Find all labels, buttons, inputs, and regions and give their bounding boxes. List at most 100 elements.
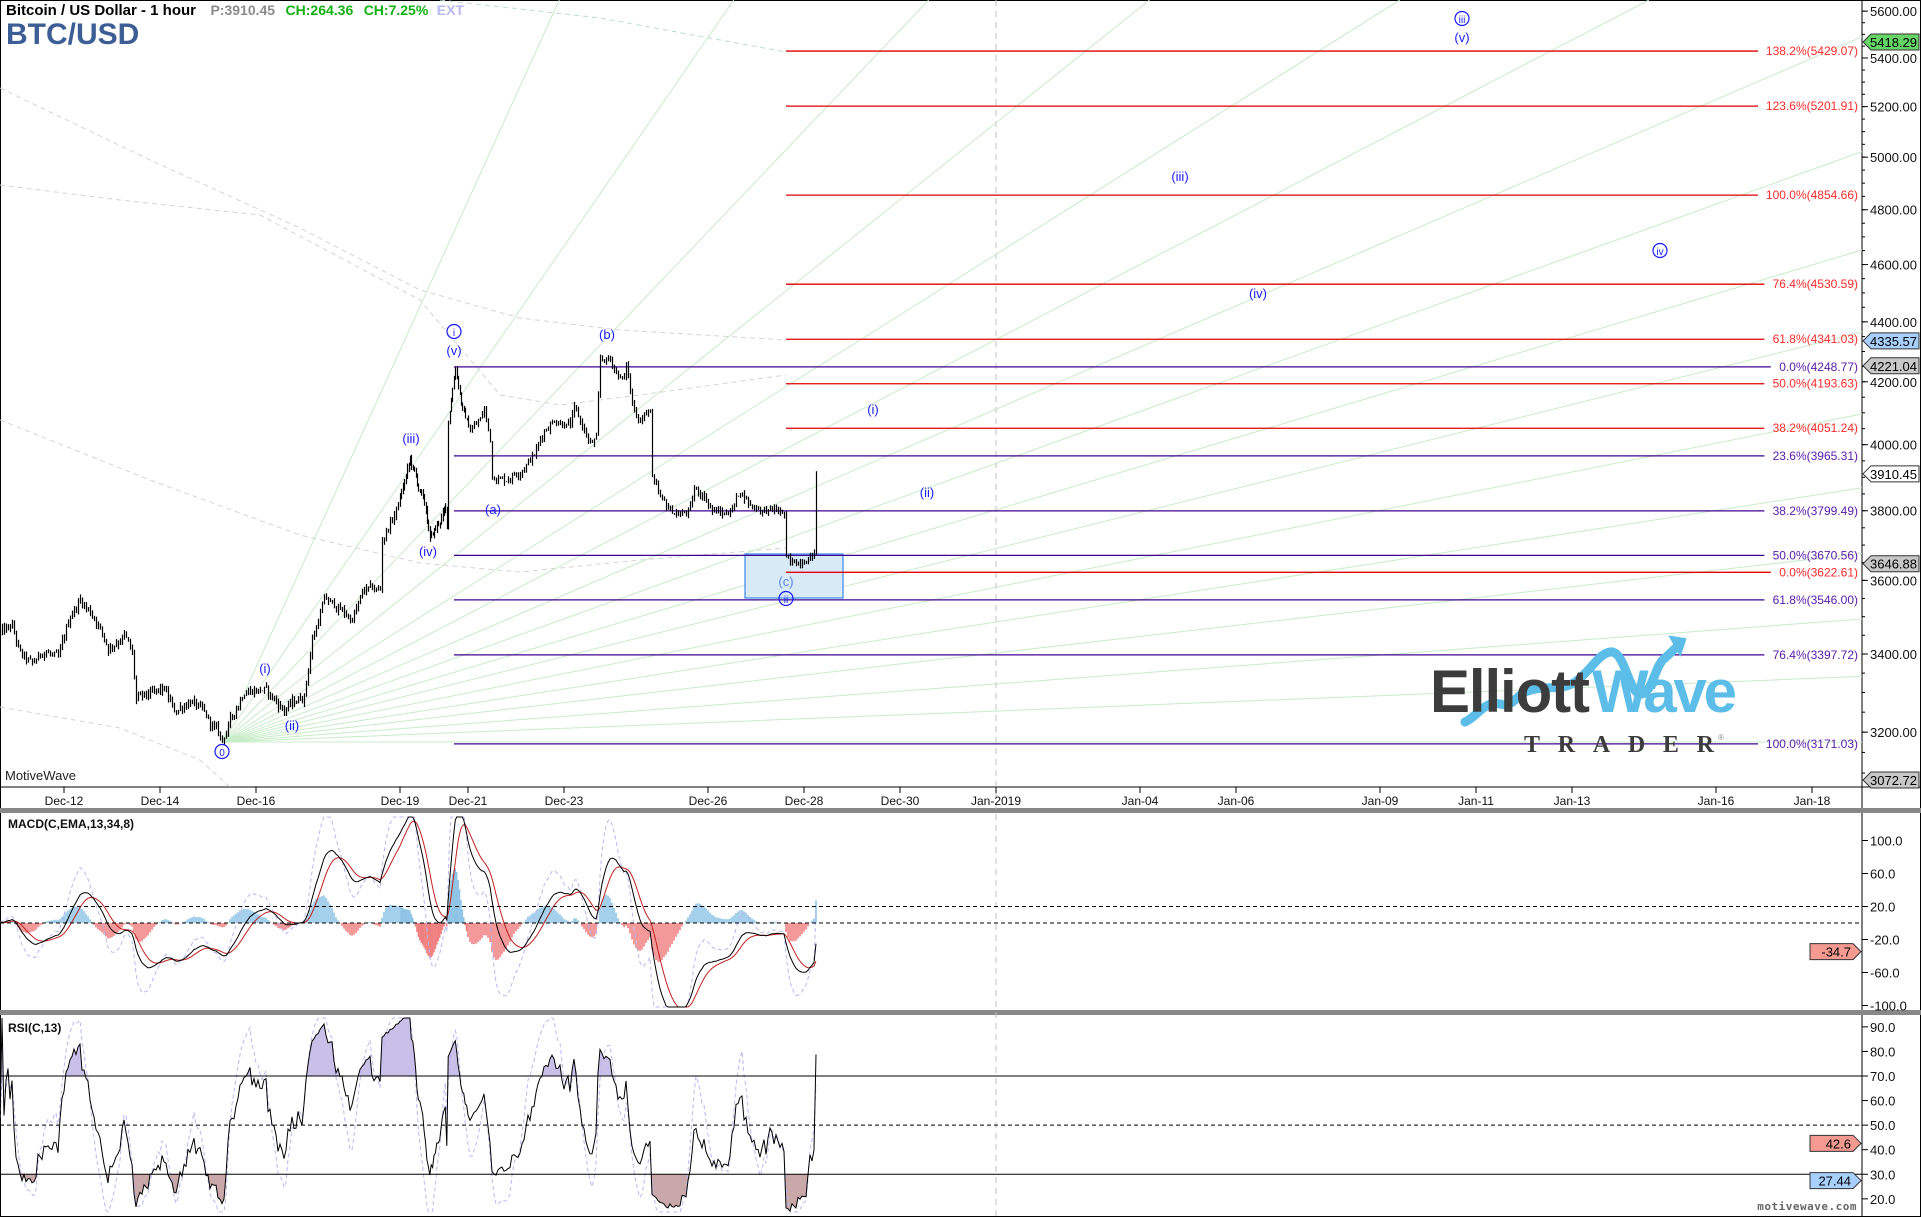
macd-histogram-bar — [675, 923, 677, 937]
macd-histogram-bar — [241, 909, 243, 923]
macd-histogram-bar — [685, 920, 687, 923]
macd-histogram-bar — [515, 923, 517, 932]
macd-axis-label: -60.0 — [1870, 966, 1900, 981]
macd-histogram-bar — [107, 923, 109, 939]
wave-label[interactable]: iii — [1459, 15, 1466, 26]
macd-histogram-bar — [753, 919, 755, 923]
macd-histogram-bar — [410, 913, 413, 923]
macd-histogram-bar — [69, 908, 71, 923]
fan-line-2 — [221, 0, 930, 743]
macd-histogram-bar — [533, 912, 535, 923]
wave-label[interactable]: ii — [784, 595, 788, 606]
wave-label[interactable]: (i) — [867, 402, 879, 417]
macd-histogram-bar — [689, 914, 691, 923]
wave-label[interactable]: iv — [1656, 247, 1663, 258]
wave-label[interactable]: (iii) — [1171, 169, 1188, 184]
macd-histogram-bar — [801, 923, 803, 935]
macd-histogram-bar — [555, 910, 557, 923]
symbol-label: BTC/USD — [6, 18, 140, 51]
macd-histogram-bar — [619, 921, 621, 923]
chart-header: Bitcoin / US Dollar - 1 hour P:3910.45 C… — [6, 2, 464, 19]
macd-histogram-bar — [527, 916, 529, 923]
macd-histogram-bar — [195, 916, 197, 923]
macd-histogram-bar — [247, 909, 249, 923]
wave-label[interactable]: (i) — [259, 661, 271, 676]
macd-histogram-bar — [404, 909, 407, 923]
fan-line-14 — [221, 675, 1863, 743]
macd-histogram-bar — [387, 906, 389, 923]
wave-label[interactable]: (c) — [778, 574, 793, 589]
panel-divider-macd[interactable] — [0, 808, 1921, 813]
macd-histogram-bar — [565, 920, 567, 923]
wave-label[interactable]: (v) — [1454, 30, 1469, 45]
wave-label[interactable]: (iv) — [1249, 286, 1267, 301]
wave-label[interactable]: (ii) — [285, 718, 299, 733]
macd-histogram-bar — [275, 923, 277, 927]
macd-histogram-bar — [47, 921, 49, 923]
price-tag: 3910.45 — [1870, 467, 1917, 482]
rsi-overbought-fill — [0, 1018, 816, 1076]
macd-histogram-bar — [561, 916, 563, 923]
wave-label[interactable]: (ii) — [920, 485, 934, 500]
logo-arrow-icon — [1668, 635, 1687, 657]
macd-histogram-bar — [803, 923, 805, 932]
fan-line-7 — [221, 151, 1863, 743]
wave-label[interactable]: (iii) — [402, 431, 419, 446]
macd-histogram-bar — [537, 909, 539, 923]
macd-histogram-bar — [701, 905, 703, 923]
macd-histogram-bar — [169, 921, 171, 923]
macd-histogram-bar — [709, 912, 711, 923]
time-axis-label: Jan-06 — [1218, 794, 1255, 808]
macd-histogram-bar — [715, 917, 717, 923]
macd-histogram-bar — [193, 916, 195, 923]
macd-histogram-bar — [601, 899, 603, 923]
macd-histogram-bar — [553, 908, 555, 923]
macd-histogram-bar — [183, 921, 185, 923]
macd-histogram-bar — [11, 920, 13, 923]
macd-histogram-bar — [659, 923, 661, 962]
fib-level-label: 61.8%(3546.00) — [1773, 593, 1858, 607]
macd-histogram-bar — [400, 907, 403, 923]
wave-label[interactable]: (v) — [446, 343, 461, 358]
wave-label[interactable]: 0 — [219, 748, 225, 759]
wave-label[interactable]: i — [453, 328, 455, 339]
wave-label[interactable]: (iv) — [419, 544, 437, 559]
time-axis-label: Dec-21 — [449, 794, 488, 808]
panel-divider-rsi[interactable] — [0, 1010, 1921, 1015]
rsi-oversold-fill — [0, 1174, 816, 1212]
logo-registered-mark: ® — [1718, 733, 1724, 742]
macd-histogram-bar — [391, 904, 393, 923]
fan-line-13 — [221, 618, 1863, 743]
macd-histogram-bar — [399, 906, 401, 923]
macd-histogram-bar — [769, 921, 771, 923]
macd-histogram-bar — [49, 920, 51, 923]
macd-histogram-bar — [743, 911, 745, 923]
macd-histogram-bar — [585, 923, 587, 933]
macd-histogram-bar — [243, 908, 245, 923]
macd-histogram-bar — [777, 921, 779, 923]
macd-histogram-bar — [637, 923, 639, 951]
price-tag: 4221.04 — [1870, 359, 1917, 374]
macd-histogram-bar — [499, 923, 501, 958]
macd-histogram-bar — [731, 916, 733, 923]
macd-histogram-bar — [189, 918, 191, 923]
macd-histogram-bar — [725, 919, 727, 923]
macd-histogram-bar — [563, 919, 565, 923]
macd-histogram-bar — [119, 923, 121, 931]
envelope-curve-top — [439, 0, 787, 53]
macd-histogram-bar — [239, 910, 241, 923]
fib-level-label: 100.0%(4854.66) — [1766, 188, 1858, 202]
macd-histogram-bar — [233, 915, 235, 923]
macd-histogram-bar — [83, 911, 85, 923]
macd-histogram-bar — [571, 920, 573, 923]
macd-histogram-bar — [811, 920, 813, 923]
ext-indicator[interactable]: EXT — [436, 2, 464, 18]
macd-signal-line — [0, 820, 817, 1008]
wave-label[interactable]: (a) — [485, 502, 501, 517]
wave-label[interactable]: (b) — [599, 327, 615, 342]
macd-histogram-bar — [35, 923, 37, 930]
macd-histogram-bar — [121, 923, 123, 928]
macd-axis-label: -20.0 — [1870, 933, 1900, 948]
macd-histogram-bar — [259, 915, 261, 923]
